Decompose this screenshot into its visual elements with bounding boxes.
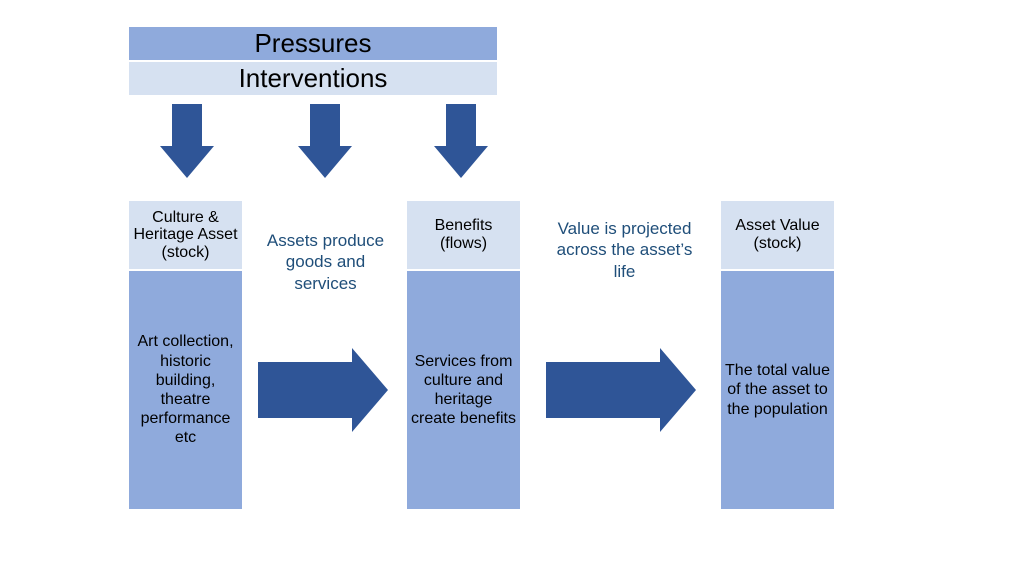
flow-label-text: Value is projected across the asset’s li… — [557, 219, 693, 281]
col-culture-body-text: Art collection, historic building, theat… — [133, 332, 238, 447]
flow-label-text: Assets produce goods and services — [267, 231, 384, 293]
col-culture-body: Art collection, historic building, theat… — [128, 270, 243, 510]
col-benefits-head-text: Benefits (flows) — [409, 217, 518, 252]
col-benefits-head: Benefits (flows) — [406, 200, 521, 270]
col-culture-head-text: Culture & Heritage Asset (stock) — [131, 209, 240, 262]
col-assetvalue-head: Asset Value (stock) — [720, 200, 835, 270]
col-assetvalue-head-text: Asset Value (stock) — [723, 217, 832, 252]
bar-interventions-label: Interventions — [239, 63, 388, 94]
right-arrow-icon — [546, 348, 696, 432]
bar-pressures: Pressures — [128, 26, 498, 61]
down-arrow-icon — [434, 104, 488, 178]
down-arrow-icon — [298, 104, 352, 178]
col-benefits-body: Services from culture and heritage creat… — [406, 270, 521, 510]
down-arrow-icon — [160, 104, 214, 178]
bar-interventions: Interventions — [128, 61, 498, 96]
col-benefits-body-text: Services from culture and heritage creat… — [411, 352, 516, 429]
col-assetvalue-body: The total value of the asset to the popu… — [720, 270, 835, 510]
col-assetvalue-body-text: The total value of the asset to the popu… — [725, 361, 830, 419]
right-arrow-icon — [258, 348, 388, 432]
col-culture-head: Culture & Heritage Asset (stock) — [128, 200, 243, 270]
flow-label-assets-produce: Assets produce goods and services — [258, 230, 393, 294]
flow-label-value-projected: Value is projected across the asset’s li… — [552, 218, 697, 282]
bar-pressures-label: Pressures — [254, 28, 371, 59]
